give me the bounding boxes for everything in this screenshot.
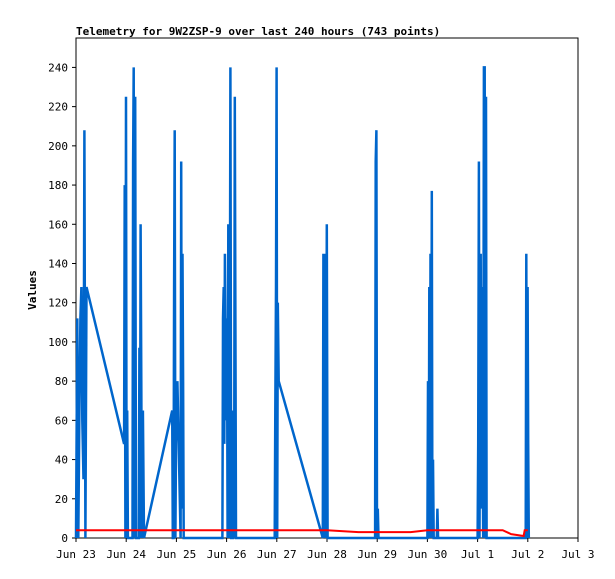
y-tick-label: 240 (48, 61, 68, 74)
y-tick-label: 200 (48, 140, 68, 153)
series-line-2 (76, 529, 528, 538)
y-tick-label: 100 (48, 336, 68, 349)
y-tick-label: 0 (61, 532, 68, 545)
x-tick-label: Jun 26 (207, 548, 247, 561)
y-tick-label: 220 (48, 101, 68, 114)
y-tick-label: 80 (55, 375, 68, 388)
series-layer (74, 66, 531, 540)
y-tick-label: 20 (55, 493, 68, 506)
y-tick-label: 60 (55, 414, 68, 427)
series-line-1 (74, 66, 531, 540)
x-tick-label: Jul 3 (561, 548, 594, 561)
x-tick-label: Jun 30 (408, 548, 448, 561)
y-tick-label: 180 (48, 179, 68, 192)
x-axis: Jun 23 Jun 24 Jun 25 Jun 26 Jun 27 Jun 28 Jun … (56, 538, 595, 561)
x-tick-label: Jun 29 (357, 548, 397, 561)
x-tick-label: Jul 1 (461, 548, 494, 561)
y-tick-label: 120 (48, 297, 68, 310)
x-tick-label: Jun 25 (157, 548, 197, 561)
y-axis-label: Values (26, 270, 39, 310)
y-tick-label: 140 (48, 257, 68, 270)
x-tick-label: Jun 27 (257, 548, 297, 561)
y-axis: 0 20 40 60 80 100 120 140 160 180 200 220 240 (48, 61, 76, 545)
x-tick-label: Jun 23 (56, 548, 96, 561)
x-tick-label: Jul 2 (511, 548, 544, 561)
x-tick-label: Jun 24 (106, 548, 146, 561)
x-tick-label: Jun 28 (307, 548, 347, 561)
y-tick-label: 160 (48, 218, 68, 231)
y-tick-label: 40 (55, 454, 68, 467)
chart-title: Telemetry for 9W2ZSP-9 over last 240 hou… (76, 25, 440, 38)
